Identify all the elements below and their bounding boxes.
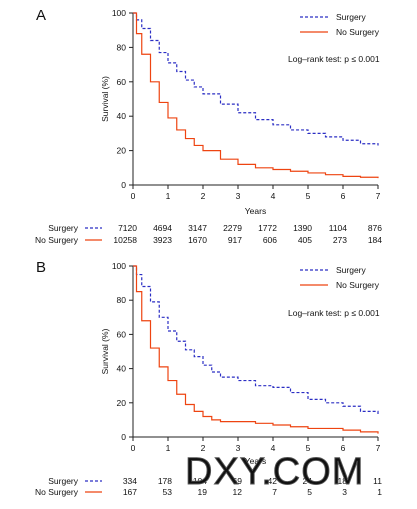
risk-value: 3147 (188, 223, 207, 233)
y-tick-label: 40 (117, 111, 127, 121)
x-tick-label: 2 (201, 191, 206, 201)
y-tick-label: 100 (112, 261, 126, 271)
risk-value: 7 (272, 487, 277, 497)
risk-value: 1 (377, 487, 382, 497)
x-tick-label: 0 (131, 191, 136, 201)
risk-value: 917 (228, 235, 242, 245)
risk-value: 104 (193, 476, 207, 486)
x-tick-label: 4 (271, 443, 276, 453)
panel-label: B (36, 259, 46, 276)
legend-label: No Surgery (336, 280, 380, 290)
risk-value: 3 (342, 487, 347, 497)
y-tick-label: 40 (117, 364, 127, 374)
risk-value: 53 (163, 487, 173, 497)
x-tick-label: 7 (376, 443, 381, 453)
logrank-annotation: Log–rank test: p ≤ 0.001 (288, 308, 380, 318)
watermark-text: DXY.COM (185, 451, 364, 493)
x-tick-label: 3 (236, 443, 241, 453)
x-tick-label: 7 (376, 191, 381, 201)
risk-value: 405 (298, 235, 312, 245)
y-tick-label: 80 (117, 42, 127, 52)
legend-label: No Surgery (336, 27, 380, 37)
x-tick-label: 3 (236, 191, 241, 201)
risk-row-label: No Surgery (35, 487, 79, 497)
risk-value: 24 (303, 476, 313, 486)
risk-value: 1390 (293, 223, 312, 233)
risk-value: 1670 (188, 235, 207, 245)
risk-value: 3923 (153, 235, 172, 245)
risk-value: 273 (333, 235, 347, 245)
legend-label: Surgery (336, 12, 367, 22)
x-tick-label: 6 (341, 443, 346, 453)
risk-value: 167 (123, 487, 137, 497)
logrank-annotation: Log–rank test: p ≤ 0.001 (288, 54, 380, 64)
y-tick-label: 20 (117, 398, 127, 408)
risk-value: 12 (233, 487, 243, 497)
x-tick-label: 6 (341, 191, 346, 201)
risk-value: 184 (368, 235, 382, 245)
x-axis-title: Years (245, 206, 266, 216)
series-line-surgery (133, 265, 379, 415)
risk-value: 5 (307, 487, 312, 497)
risk-value: 18 (338, 476, 348, 486)
x-tick-label: 4 (271, 191, 276, 201)
risk-value: 334 (123, 476, 137, 486)
risk-value: 4694 (153, 223, 172, 233)
risk-value: 42 (268, 476, 278, 486)
y-axis-title: Survival (%) (100, 76, 110, 122)
risk-row-label: Surgery (48, 223, 79, 233)
panel-label: A (36, 7, 46, 24)
series-line-surgery (133, 12, 379, 146)
y-axis-title: Survival (%) (100, 328, 110, 374)
risk-value: 19 (198, 487, 208, 497)
series-line-no-surgery (133, 12, 379, 179)
risk-value: 1772 (258, 223, 277, 233)
y-tick-label: 0 (121, 180, 126, 190)
y-tick-label: 60 (117, 77, 127, 87)
y-tick-label: 60 (117, 329, 127, 339)
risk-row-label: Surgery (48, 476, 79, 486)
risk-value: 876 (368, 223, 382, 233)
x-axis-title: Years (245, 456, 266, 466)
y-tick-label: 100 (112, 8, 126, 18)
risk-value: 11 (373, 476, 382, 486)
risk-value: 178 (158, 476, 172, 486)
risk-value: 7120 (118, 223, 137, 233)
x-tick-label: 5 (306, 443, 311, 453)
series-line-no-surgery (133, 265, 379, 434)
x-tick-label: 2 (201, 443, 206, 453)
x-tick-label: 0 (131, 443, 136, 453)
risk-value: 10258 (113, 235, 137, 245)
risk-value: 69 (233, 476, 243, 486)
x-tick-label: 5 (306, 191, 311, 201)
x-tick-label: 1 (166, 191, 171, 201)
x-tick-label: 1 (166, 443, 171, 453)
risk-value: 1104 (329, 223, 348, 233)
y-tick-label: 0 (121, 432, 126, 442)
panel-a: A 0 20 40 60 80 100 0 1 2 3 4 5 6 7 Survival (%) Years Su… (35, 7, 382, 245)
legend-label: Surgery (336, 265, 367, 275)
risk-value: 2279 (223, 223, 242, 233)
risk-row-label: No Surgery (35, 235, 79, 245)
y-tick-label: 80 (117, 295, 127, 305)
y-tick-label: 20 (117, 146, 127, 156)
risk-value: 606 (263, 235, 277, 245)
